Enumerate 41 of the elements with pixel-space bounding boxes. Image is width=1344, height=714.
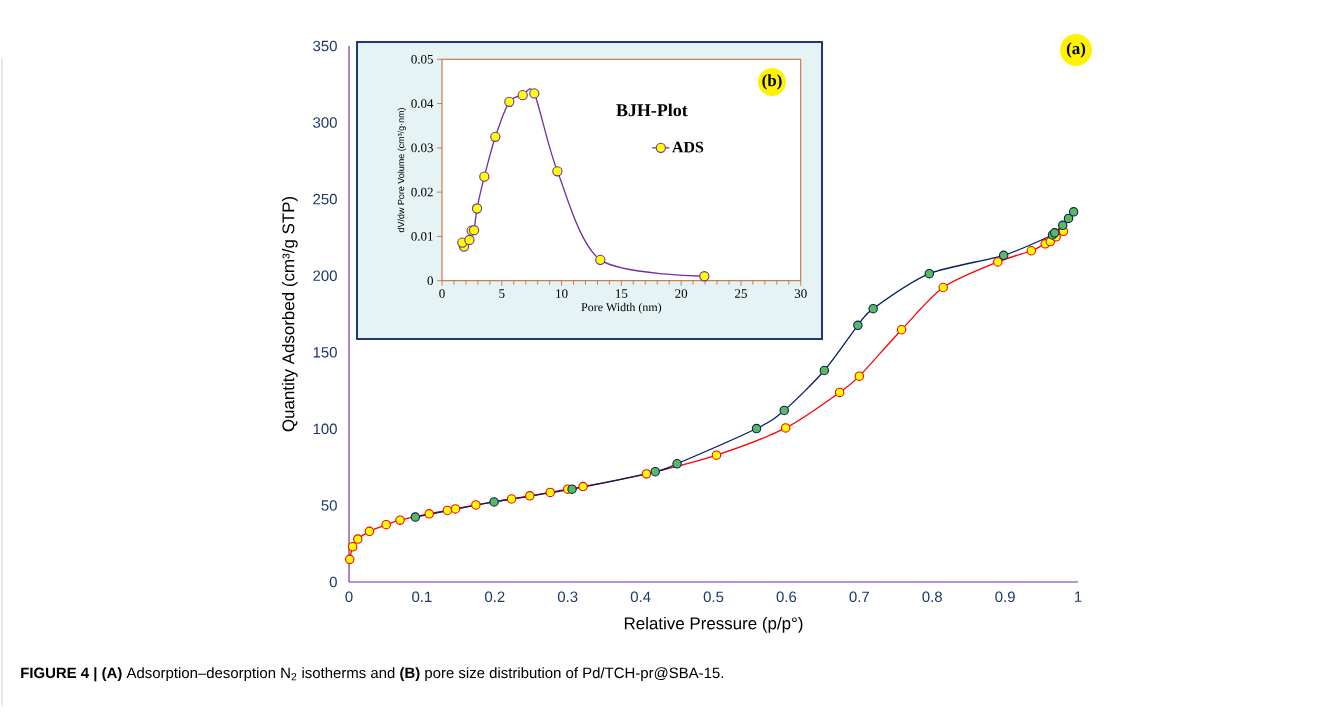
annotation: (b): [762, 74, 782, 90]
legend-label: ADS: [672, 141, 704, 153]
x-tick-label: 0.5: [703, 591, 724, 603]
y-tick-label: 0: [329, 576, 337, 588]
text: FIGURE 4 | (A) Adsorption–desorption N$_{2}$ isotherms and (B) pore size distribution of Pd/TCH-pr@SBA-15.: [21, 667, 724, 682]
x-tick-label: 1: [1075, 591, 1082, 602]
y-axis-title: dV/dw Pore Volume (cm³/g·nm): [397, 108, 406, 233]
y-tick-label: 0.02: [411, 187, 433, 197]
y-tick-label: 250: [313, 193, 337, 205]
x-tick-label: 0.7: [849, 591, 869, 603]
x-tick-label: 0: [345, 591, 353, 603]
x-axis-title: Relative Pressure (p/p°): [624, 616, 803, 633]
y-tick-label: 0.01: [411, 232, 433, 241]
y-tick-label: 0: [427, 276, 433, 286]
x-tick-label: 20: [675, 289, 688, 298]
y-tick-label: 0.05: [411, 54, 433, 64]
x-tick-label: 15: [616, 289, 628, 298]
y-tick-label: 0.03: [411, 143, 433, 153]
x-tick-label: 25: [735, 289, 747, 298]
y-tick-label: 300: [313, 117, 337, 128]
y-tick-label: 200: [313, 270, 337, 281]
x-tick-label: 0.9: [995, 591, 1015, 603]
y-tick-label: 50: [321, 500, 337, 511]
x-tick-label: 0.3: [557, 591, 578, 603]
x-tick-label: 0.6: [776, 591, 797, 603]
x-tick-label: 0.1: [412, 591, 432, 603]
y-tick-label: 0.04: [411, 99, 434, 108]
y-tick-label: 100: [313, 423, 337, 435]
x-tick-label: 10: [556, 289, 568, 298]
y-axis-title: Quantity Adsorbed (cm³/g STP): [281, 196, 298, 432]
x-tick-label: 0.2: [485, 591, 505, 603]
text: BJH-Plot: [616, 103, 688, 117]
x-tick-label: 0: [439, 289, 445, 298]
y-tick-label: 350: [313, 40, 337, 52]
y-tick-label: 150: [313, 346, 337, 358]
x-tick-label: 5: [499, 289, 505, 298]
annotation: (a): [1066, 42, 1086, 58]
x-axis-title: Pore Width (nm): [581, 302, 662, 314]
x-tick-label: 30: [794, 289, 807, 298]
x-tick-label: 0.8: [922, 591, 942, 603]
x-tick-label: 0.4: [630, 591, 651, 603]
